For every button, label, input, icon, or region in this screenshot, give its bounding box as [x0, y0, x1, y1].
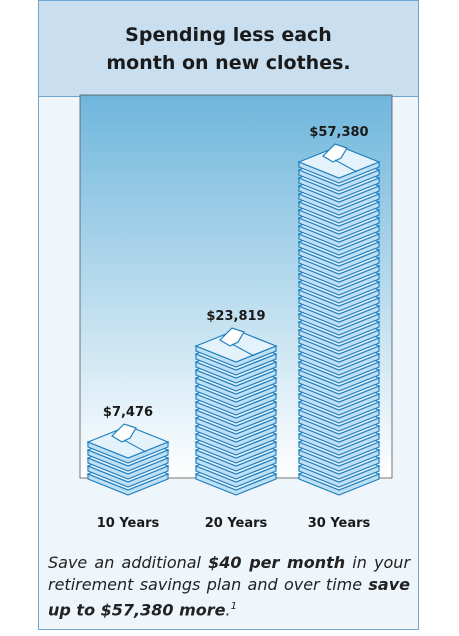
shirt-placket: [123, 439, 147, 453]
x-tick-label: 20 Years: [205, 516, 268, 531]
x-tick-label: 30 Years: [308, 516, 371, 531]
value-label: $7,476: [103, 405, 153, 420]
x-tick-label: 10 Years: [97, 516, 160, 531]
footer: Save an additional $40 per month in your…: [48, 552, 410, 621]
shirt-placket: [231, 343, 255, 357]
shirt-collar: [322, 143, 348, 163]
shirt-placket: [334, 159, 358, 173]
shirt-stack: [194, 327, 278, 496]
shirt-collar: [111, 423, 137, 443]
shirt-collar: [219, 327, 245, 347]
shirt-stack: [86, 423, 170, 496]
footer-text: in your retirement savings plan and over…: [48, 553, 411, 594]
chart-title: Spending less each month on new clothes.: [106, 23, 351, 74]
shirt-stack: [297, 143, 381, 496]
footer-bold: save up to $57,380 more: [48, 575, 410, 620]
footer-text: .: [225, 600, 231, 620]
value-label: $57,380: [309, 125, 368, 140]
footnote-mark: 1: [230, 601, 237, 612]
value-label: $23,819: [206, 309, 265, 324]
footer-bold: $40 per month: [208, 553, 346, 572]
header: Spending less each month on new clothes.: [39, 1, 418, 97]
footer-text: Save an additional: [48, 553, 209, 572]
